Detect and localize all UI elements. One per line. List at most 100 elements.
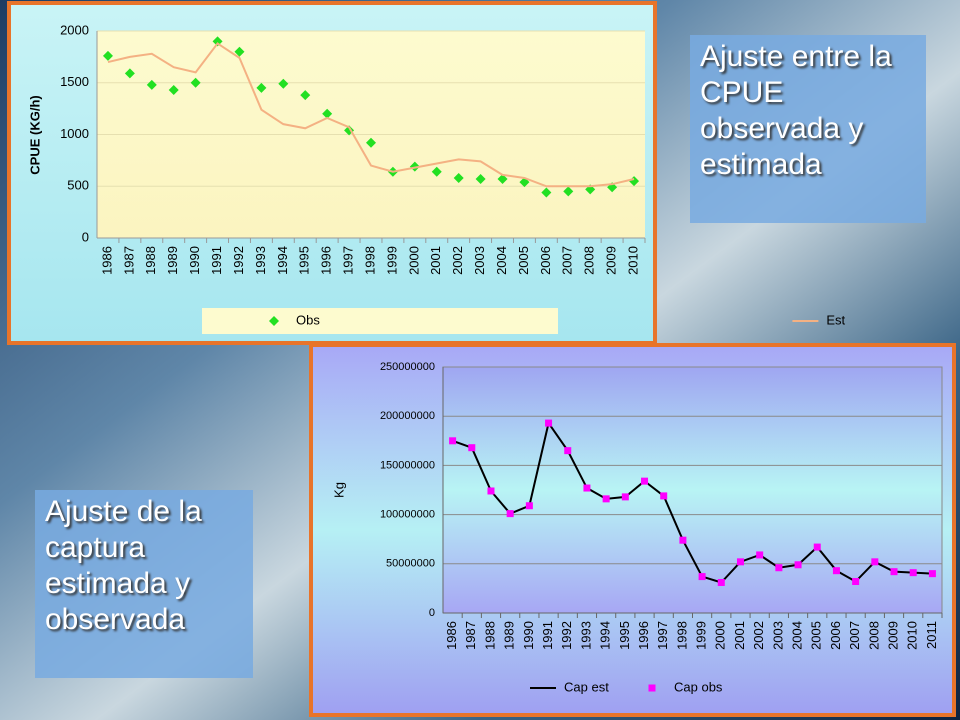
marker — [475, 174, 486, 185]
text-box: Ajuste de la captura estimada y observad… — [35, 490, 253, 678]
x-tick-label: 1995 — [617, 621, 632, 650]
y-tick-label: 100000000 — [380, 509, 435, 521]
marker — [852, 578, 860, 586]
x-tick-label: 1990 — [521, 621, 536, 650]
marker — [832, 567, 840, 575]
x-tick-label: 1992 — [559, 621, 574, 650]
y-tick-label: 50000000 — [386, 558, 435, 570]
x-tick-label: 2001 — [428, 246, 443, 275]
x-tick-label: 1992 — [231, 246, 246, 275]
marker — [102, 50, 113, 61]
marker — [679, 536, 687, 544]
marker — [468, 444, 476, 452]
x-tick-label: 1987 — [121, 246, 136, 275]
x-tick-label: 2004 — [789, 621, 804, 650]
x-tick-label: 1994 — [275, 246, 290, 275]
marker — [813, 543, 821, 551]
marker — [794, 561, 802, 569]
marker — [698, 573, 706, 581]
legend-label: Cap est — [564, 679, 609, 694]
x-tick-label: 1991 — [209, 246, 224, 275]
marker — [890, 568, 898, 576]
marker — [449, 437, 457, 445]
x-tick-label: 2011 — [924, 621, 939, 649]
x-tick-label: 1988 — [482, 621, 497, 650]
marker — [541, 187, 552, 198]
x-tick-label: 1991 — [540, 621, 555, 650]
marker — [190, 77, 201, 88]
marker — [234, 46, 245, 57]
x-tick-label: 1997 — [341, 246, 356, 275]
legend-label: Obs — [296, 312, 320, 327]
marker — [602, 495, 610, 503]
y-axis-label: CPUE (KG/h) — [27, 95, 42, 174]
x-tick-label: 1997 — [655, 621, 670, 650]
y-tick-label: 150000000 — [380, 459, 435, 471]
x-tick-label: 1989 — [502, 621, 517, 650]
marker — [269, 316, 279, 326]
marker — [871, 558, 879, 566]
x-tick-label: 2000 — [406, 246, 421, 275]
y-axis-label: Kg — [331, 482, 346, 498]
marker — [487, 487, 495, 495]
x-tick-label: 2002 — [751, 621, 766, 650]
x-tick-label: 1994 — [598, 621, 613, 650]
marker — [775, 564, 783, 572]
legend-box — [202, 308, 558, 334]
x-tick-label: 2004 — [494, 246, 509, 275]
x-tick-label: 1993 — [578, 621, 593, 650]
marker — [256, 82, 267, 93]
y-tick-label: 500 — [67, 178, 89, 193]
text-box: Ajuste entre la CPUE observada y estimad… — [690, 35, 926, 223]
y-tick-label: 250000000 — [380, 361, 435, 373]
marker — [736, 558, 744, 566]
marker — [563, 186, 574, 197]
x-tick-label: 2003 — [770, 621, 785, 650]
marker — [278, 78, 289, 89]
marker — [497, 174, 508, 185]
y-tick-label: 0 — [82, 229, 89, 244]
marker — [525, 502, 533, 510]
x-tick-label: 2000 — [713, 621, 728, 650]
x-tick-label: 1999 — [694, 621, 709, 650]
x-tick-label: 2008 — [582, 246, 597, 275]
marker — [928, 570, 936, 578]
x-tick-label: 2009 — [604, 246, 619, 275]
marker — [641, 477, 649, 485]
x-tick-label: 2005 — [516, 246, 531, 275]
x-tick-label: 2001 — [732, 621, 747, 650]
legend-label: Est — [826, 312, 845, 327]
marker — [621, 493, 629, 501]
marker — [545, 419, 553, 427]
marker — [909, 569, 917, 577]
marker — [300, 90, 311, 101]
marker — [648, 684, 656, 692]
x-tick-label: 2003 — [472, 246, 487, 275]
marker — [583, 484, 591, 492]
marker — [717, 578, 725, 586]
x-tick-label: 1993 — [253, 246, 268, 275]
y-tick-label: 1500 — [60, 74, 89, 89]
marker — [366, 137, 376, 148]
x-tick-label: 2006 — [828, 621, 843, 650]
x-tick-label: 2002 — [450, 246, 465, 275]
x-tick-label: 2007 — [560, 246, 575, 275]
x-tick-label: 2005 — [809, 621, 824, 650]
series-line — [107, 42, 635, 188]
y-tick-label: 200000000 — [380, 410, 435, 422]
x-tick-label: 1989 — [165, 246, 180, 275]
x-tick-label: 1999 — [384, 246, 399, 275]
x-tick-label: 1988 — [143, 246, 158, 275]
x-tick-label: 2007 — [847, 621, 862, 650]
x-tick-label: 2009 — [885, 621, 900, 650]
marker — [431, 166, 442, 177]
x-tick-label: 2008 — [866, 621, 881, 650]
x-tick-label: 1996 — [319, 246, 334, 275]
marker — [453, 172, 464, 183]
y-tick-label: 0 — [429, 607, 435, 619]
marker — [756, 551, 764, 559]
marker — [212, 36, 223, 47]
x-tick-label: 1998 — [674, 621, 689, 650]
marker — [564, 447, 572, 455]
